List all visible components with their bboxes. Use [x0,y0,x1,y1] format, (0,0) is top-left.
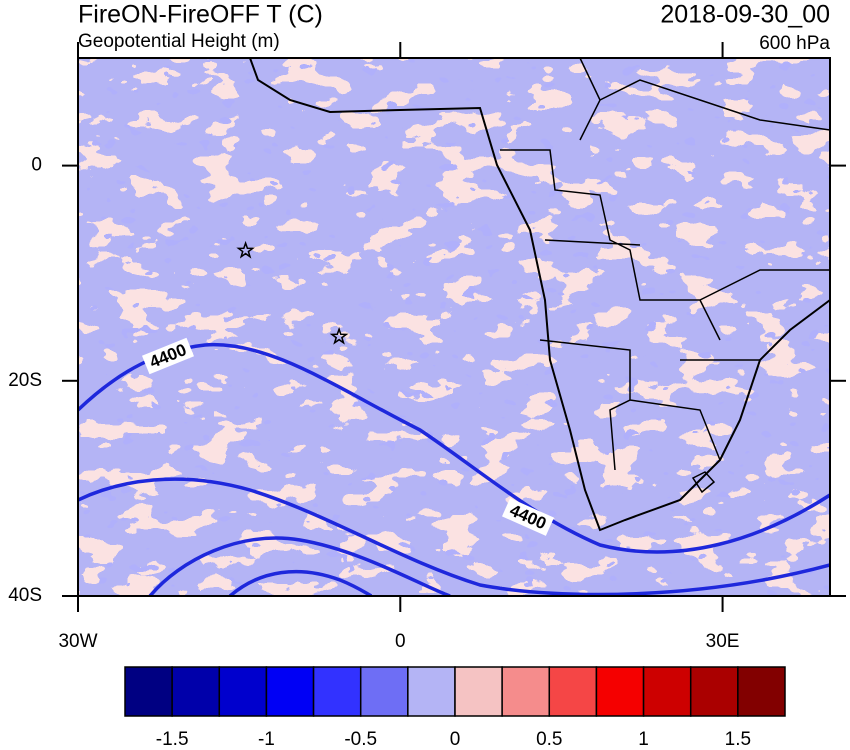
x-tick-label: 0 [395,631,406,652]
map-field [78,58,830,596]
colorbar-label: 0.5 [536,729,562,750]
colorbar-label: -1.5 [156,729,189,750]
colorbar-box [501,666,551,717]
colorbar-label: 1.5 [725,729,751,750]
colorbar-label: 0 [450,729,461,750]
colorbar-box [642,666,692,717]
colorbar-label: -0.5 [344,729,377,750]
colorbar-box [218,666,268,717]
contours [78,342,830,596]
map-frame [77,57,831,597]
station-marker [236,240,255,259]
contour-label-bg [142,337,194,375]
colorbar-box [548,666,598,717]
contour-label-bg [502,498,554,536]
contour-line [148,536,451,596]
date: 2018-09-30_00 [660,1,830,29]
borders [500,58,830,471]
field-pattern [78,58,830,596]
colorbar-box [407,666,456,717]
x-tick-label: 30E [706,631,740,652]
colorbar-box [312,666,362,717]
title: FireON-FireOFF T (C) [78,1,323,29]
coastline [249,58,830,532]
colorbar-label: 1 [638,729,649,750]
border [691,471,716,494]
colorbar-box [737,666,786,717]
contour-line [78,477,830,596]
subtitle: Geopotential Height (m) [78,31,280,52]
colorbar-box [171,666,221,717]
colorbar-box [595,666,645,717]
colorbar-box [359,666,409,717]
y-tick-label: 40S [8,585,42,606]
y-tick-label: 0 [31,155,42,176]
contour-line [228,569,373,596]
colorbar-box [454,666,503,717]
level: 600 hPa [759,33,830,54]
colorbar-box [265,666,315,717]
y-tick-label: 20S [8,370,42,391]
station-marker [329,326,349,345]
colorbar-box [689,666,739,717]
colorbar-box [124,666,173,717]
colorbar-label: -1 [258,729,275,750]
x-tick-label: 30W [58,631,97,652]
